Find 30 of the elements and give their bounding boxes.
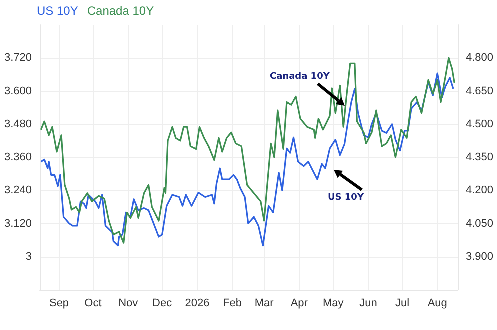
x-tick-label: May (323, 298, 344, 310)
y2-tick-label: 4.050 (466, 218, 494, 230)
y-tick-label: 3 (26, 250, 32, 263)
y2-tick-label: 4.500 (466, 118, 494, 130)
x-tick-label: Jul (395, 298, 410, 310)
x-tick-label: Mar (254, 298, 274, 310)
y-tick-label: 3.120 (4, 218, 32, 230)
y2-tick-label: 4.350 (466, 152, 494, 164)
text: Canada 10Y (87, 4, 154, 18)
x-tick-label: Aug (428, 298, 448, 310)
x-tick-label: Jun (360, 298, 378, 310)
x-tick-label: Apr (290, 298, 308, 310)
text: US 10Y (37, 4, 78, 18)
y-tick-label: 3.600 (4, 85, 32, 98)
annotation: Canada 10Y (270, 72, 330, 82)
x-tick-label: 2026 (185, 298, 210, 310)
x-tick-label: Feb (223, 298, 242, 310)
y-tick-label: 3.240 (4, 184, 32, 197)
y2-tick-label: 3.900 (466, 250, 494, 263)
annotation: US 10Y (328, 193, 364, 203)
y-tick-label: 3.360 (4, 152, 32, 164)
x-tick-label: Sep (49, 298, 70, 310)
y-tick-label: 3.720 (4, 52, 32, 64)
y-tick-label: 3.480 (4, 118, 32, 130)
y2-tick-label: 4.200 (466, 184, 494, 197)
y2-tick-label: 4.650 (466, 85, 494, 98)
x-tick-label: Dec (152, 298, 173, 310)
x-tick-label: Nov (118, 298, 139, 310)
y2-tick-label: 4.800 (466, 52, 494, 64)
x-tick-label: Oct (84, 298, 102, 310)
